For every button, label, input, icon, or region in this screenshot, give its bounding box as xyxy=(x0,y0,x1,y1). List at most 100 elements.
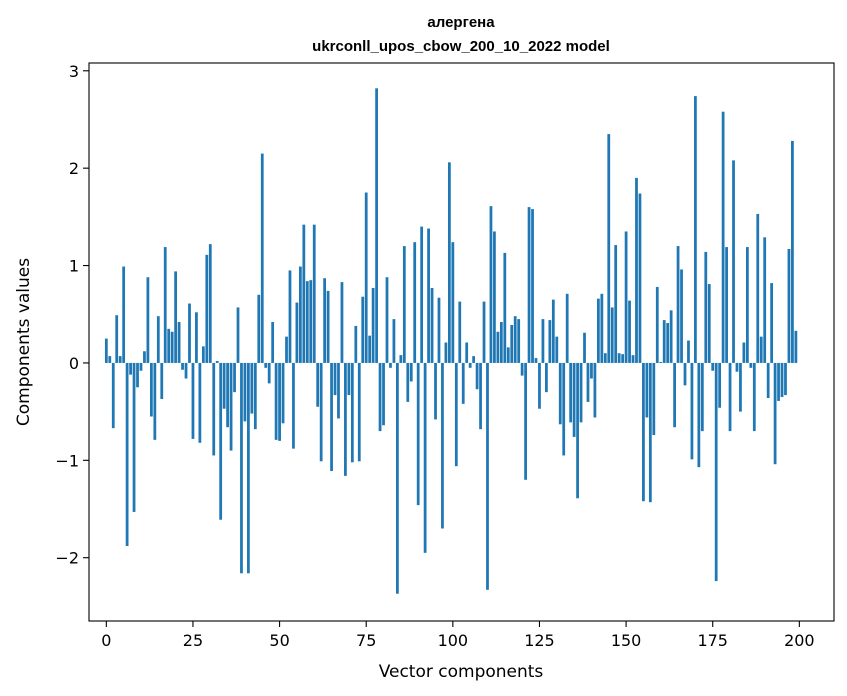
bar-4 xyxy=(118,356,122,363)
bar-87 xyxy=(406,362,410,402)
bar-61 xyxy=(316,362,320,407)
bar-60 xyxy=(312,224,316,363)
bar-56 xyxy=(298,266,302,363)
bar-101 xyxy=(454,362,458,467)
bar-138 xyxy=(583,332,586,363)
bar-141 xyxy=(593,362,597,418)
bars xyxy=(104,88,798,594)
bar-180 xyxy=(728,362,732,432)
bar-124 xyxy=(534,358,538,363)
bar-123 xyxy=(531,209,534,363)
bar-86 xyxy=(402,246,406,363)
bar-121 xyxy=(524,362,527,480)
bar-177 xyxy=(718,362,722,408)
bar-100 xyxy=(451,242,455,363)
bar-29 xyxy=(205,254,209,363)
bar-155 xyxy=(642,362,645,502)
bar-161 xyxy=(662,320,666,363)
bar-58 xyxy=(305,281,309,363)
bar-45 xyxy=(260,153,264,363)
bar-1 xyxy=(108,356,112,363)
bar-135 xyxy=(572,362,576,437)
y-tick-label--1: −1 xyxy=(55,451,79,470)
bar-77 xyxy=(371,287,375,363)
bar-113 xyxy=(496,331,500,363)
bar-55 xyxy=(295,302,299,363)
bar-108 xyxy=(479,362,482,430)
bar-46 xyxy=(264,362,268,368)
bar-68 xyxy=(340,282,344,363)
bar-32 xyxy=(215,360,219,363)
bar-156 xyxy=(645,362,649,418)
bar-24 xyxy=(188,303,191,363)
bar-119 xyxy=(517,319,521,363)
x-tick-label-175: 175 xyxy=(697,631,728,650)
bar-90 xyxy=(416,362,420,506)
bar-82 xyxy=(389,362,392,368)
bar-125 xyxy=(538,362,541,409)
bar-128 xyxy=(548,320,552,363)
y-axis-label: Components values xyxy=(14,258,34,426)
bar-127 xyxy=(545,362,548,393)
bar-30 xyxy=(208,244,212,363)
bar-9 xyxy=(136,362,139,388)
bar-22 xyxy=(181,362,184,370)
bar-89 xyxy=(413,242,417,363)
bar-188 xyxy=(756,213,760,363)
x-tick-label-25: 25 xyxy=(183,631,203,650)
bar-13 xyxy=(149,362,153,417)
bar-106 xyxy=(472,356,476,363)
bar-5 xyxy=(122,266,126,363)
bar-115 xyxy=(503,252,507,363)
bar-103 xyxy=(461,362,465,404)
bar-189 xyxy=(759,336,763,363)
bar-21 xyxy=(177,322,181,363)
bar-39 xyxy=(240,362,243,574)
bar-152 xyxy=(631,355,635,363)
bar-62 xyxy=(319,362,323,462)
x-tick-label-100: 100 xyxy=(438,631,469,650)
bar-157 xyxy=(648,362,652,503)
bar-174 xyxy=(707,284,711,363)
y-tick-label--2: −2 xyxy=(55,549,79,568)
bar-3 xyxy=(115,315,119,363)
bar-19 xyxy=(170,331,174,363)
bar-85 xyxy=(399,355,403,363)
bar-179 xyxy=(725,247,728,363)
bar-159 xyxy=(655,286,659,363)
bar-196 xyxy=(784,362,787,396)
bar-75 xyxy=(364,192,368,363)
bar-93 xyxy=(427,228,430,363)
bar-193 xyxy=(773,362,777,465)
x-tick-label-0: 0 xyxy=(101,631,111,650)
bar-92 xyxy=(423,362,427,553)
bar-111 xyxy=(489,206,493,363)
bar-65 xyxy=(330,362,333,472)
x-tick-label-50: 50 xyxy=(269,631,289,650)
chart-subtitle: ukrconll_upos_cbow_200_10_2022 model xyxy=(312,38,610,55)
bar-42 xyxy=(250,362,254,414)
bar-37 xyxy=(233,362,236,393)
bar-183 xyxy=(739,362,742,412)
bar-178 xyxy=(721,111,725,363)
bar-84 xyxy=(396,362,399,594)
bar-194 xyxy=(777,362,780,401)
x-tick-label-75: 75 xyxy=(356,631,376,650)
bar-51 xyxy=(281,362,285,424)
bar-187 xyxy=(752,362,756,432)
bar-150 xyxy=(624,231,628,363)
bar-67 xyxy=(337,362,340,419)
bar-66 xyxy=(333,362,337,396)
bar-96 xyxy=(437,297,441,363)
bar-133 xyxy=(565,293,569,363)
bar-192 xyxy=(770,283,774,363)
bar-197 xyxy=(787,249,791,363)
bar-109 xyxy=(482,301,486,363)
y-tick-label-1: 1 xyxy=(69,257,79,276)
bar-81 xyxy=(385,277,389,363)
bar-134 xyxy=(569,362,573,423)
bar-182 xyxy=(735,362,739,372)
bar-95 xyxy=(434,362,437,420)
bar-23 xyxy=(184,362,188,379)
